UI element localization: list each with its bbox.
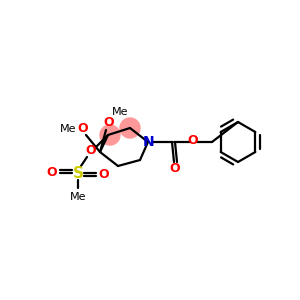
Text: Me: Me [112,107,128,117]
Text: Me: Me [60,124,76,134]
Circle shape [100,125,120,145]
Text: O: O [47,166,57,178]
Text: O: O [188,134,198,148]
Text: O: O [86,145,96,158]
Circle shape [120,118,140,138]
Text: S: S [73,166,83,181]
Text: Me: Me [70,192,86,202]
Text: O: O [104,116,114,128]
Text: O: O [170,161,180,175]
Text: N: N [143,135,155,149]
Text: O: O [78,122,88,136]
Text: O: O [99,167,109,181]
